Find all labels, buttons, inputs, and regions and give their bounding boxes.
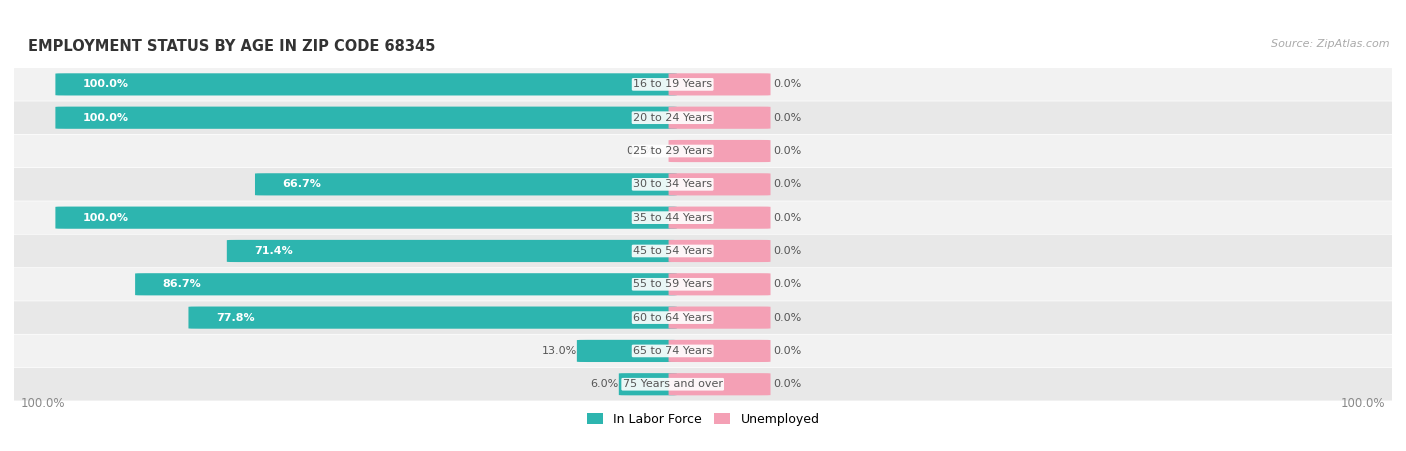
Text: 0.0%: 0.0% bbox=[773, 213, 801, 223]
FancyBboxPatch shape bbox=[669, 307, 770, 329]
Text: 75 Years and over: 75 Years and over bbox=[623, 379, 723, 389]
FancyBboxPatch shape bbox=[188, 307, 676, 329]
Text: 100.0%: 100.0% bbox=[83, 113, 129, 123]
FancyBboxPatch shape bbox=[576, 340, 676, 362]
Text: EMPLOYMENT STATUS BY AGE IN ZIP CODE 68345: EMPLOYMENT STATUS BY AGE IN ZIP CODE 683… bbox=[28, 39, 436, 55]
Text: 25 to 29 Years: 25 to 29 Years bbox=[633, 146, 713, 156]
Text: Source: ZipAtlas.com: Source: ZipAtlas.com bbox=[1271, 39, 1389, 50]
FancyBboxPatch shape bbox=[669, 273, 770, 295]
Text: 20 to 24 Years: 20 to 24 Years bbox=[633, 113, 713, 123]
Text: 55 to 59 Years: 55 to 59 Years bbox=[633, 279, 713, 289]
FancyBboxPatch shape bbox=[55, 74, 676, 96]
Text: 60 to 64 Years: 60 to 64 Years bbox=[633, 313, 713, 322]
FancyBboxPatch shape bbox=[669, 207, 770, 229]
Text: 86.7%: 86.7% bbox=[163, 279, 201, 289]
Text: 6.0%: 6.0% bbox=[591, 379, 619, 389]
FancyBboxPatch shape bbox=[669, 173, 770, 195]
FancyBboxPatch shape bbox=[135, 273, 676, 295]
Text: 0.0%: 0.0% bbox=[773, 79, 801, 89]
Text: 16 to 19 Years: 16 to 19 Years bbox=[633, 79, 713, 89]
FancyBboxPatch shape bbox=[3, 201, 1403, 234]
Text: 45 to 54 Years: 45 to 54 Years bbox=[633, 246, 713, 256]
Text: 100.0%: 100.0% bbox=[83, 213, 129, 223]
Text: 0.0%: 0.0% bbox=[773, 179, 801, 189]
Text: 65 to 74 Years: 65 to 74 Years bbox=[633, 346, 713, 356]
Text: 100.0%: 100.0% bbox=[1340, 397, 1385, 410]
FancyBboxPatch shape bbox=[3, 301, 1403, 334]
Text: 0.0%: 0.0% bbox=[773, 279, 801, 289]
Text: 30 to 34 Years: 30 to 34 Years bbox=[633, 179, 713, 189]
FancyBboxPatch shape bbox=[226, 240, 676, 262]
Text: 13.0%: 13.0% bbox=[541, 346, 576, 356]
FancyBboxPatch shape bbox=[669, 340, 770, 362]
FancyBboxPatch shape bbox=[669, 74, 770, 96]
FancyBboxPatch shape bbox=[3, 335, 1403, 367]
FancyBboxPatch shape bbox=[619, 373, 676, 396]
Text: 35 to 44 Years: 35 to 44 Years bbox=[633, 213, 713, 223]
FancyBboxPatch shape bbox=[3, 68, 1403, 101]
Text: 71.4%: 71.4% bbox=[254, 246, 292, 256]
Text: 0.0%: 0.0% bbox=[773, 313, 801, 322]
FancyBboxPatch shape bbox=[55, 207, 676, 229]
Text: 66.7%: 66.7% bbox=[283, 179, 322, 189]
FancyBboxPatch shape bbox=[3, 168, 1403, 201]
Text: 0.0%: 0.0% bbox=[627, 146, 655, 156]
FancyBboxPatch shape bbox=[669, 240, 770, 262]
FancyBboxPatch shape bbox=[3, 135, 1403, 167]
FancyBboxPatch shape bbox=[669, 106, 770, 129]
Legend: In Labor Force, Unemployed: In Labor Force, Unemployed bbox=[582, 408, 824, 431]
FancyBboxPatch shape bbox=[55, 106, 676, 129]
FancyBboxPatch shape bbox=[669, 373, 770, 396]
Text: 77.8%: 77.8% bbox=[217, 313, 254, 322]
FancyBboxPatch shape bbox=[3, 101, 1403, 134]
FancyBboxPatch shape bbox=[3, 235, 1403, 267]
Text: 100.0%: 100.0% bbox=[21, 397, 66, 410]
FancyBboxPatch shape bbox=[3, 368, 1403, 400]
Text: 0.0%: 0.0% bbox=[773, 146, 801, 156]
FancyBboxPatch shape bbox=[3, 268, 1403, 301]
Text: 0.0%: 0.0% bbox=[773, 246, 801, 256]
FancyBboxPatch shape bbox=[254, 173, 676, 195]
Text: 0.0%: 0.0% bbox=[773, 379, 801, 389]
Text: 0.0%: 0.0% bbox=[773, 346, 801, 356]
Text: 0.0%: 0.0% bbox=[773, 113, 801, 123]
FancyBboxPatch shape bbox=[669, 140, 770, 162]
Text: 100.0%: 100.0% bbox=[83, 79, 129, 89]
